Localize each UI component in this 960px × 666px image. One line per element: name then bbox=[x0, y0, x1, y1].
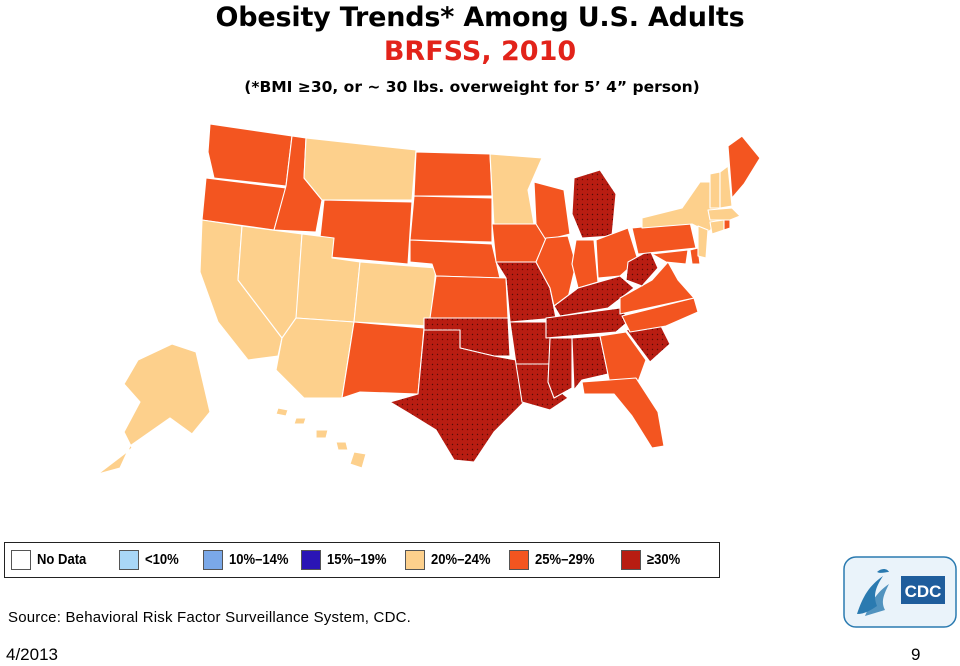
legend-item: 25%–29% bbox=[509, 543, 601, 577]
page-subtitle: BRFSS, 2010 bbox=[383, 36, 577, 67]
state-mn bbox=[489, 153, 543, 227]
state-nm bbox=[341, 321, 425, 399]
state-az bbox=[275, 317, 355, 399]
page-title: Obesity Trends* Among U.S. Adults bbox=[215, 2, 745, 33]
state-me bbox=[727, 135, 761, 199]
state-ks bbox=[429, 275, 509, 319]
state-nj bbox=[697, 225, 709, 259]
state-va bbox=[619, 261, 695, 315]
source-note: Source: Behavioral Risk Factor Surveilla… bbox=[8, 609, 412, 626]
state-ct bbox=[709, 219, 725, 235]
state-ny bbox=[641, 181, 721, 233]
legend-item: 20%–24% bbox=[405, 543, 497, 577]
state-nd bbox=[413, 151, 493, 197]
state-mi bbox=[571, 169, 617, 239]
state-al bbox=[571, 335, 609, 391]
state-nh bbox=[719, 165, 733, 209]
state-wa bbox=[207, 123, 293, 187]
legend-label: ≥30% bbox=[647, 552, 681, 568]
legend-item: ≥30% bbox=[621, 543, 684, 577]
legend-swatch bbox=[621, 550, 641, 570]
legend-item: <10% bbox=[119, 543, 183, 577]
map-legend: No Data <10% 10%–14% 15%–19% 20%–24% 25%–29% ≥… bbox=[4, 542, 720, 578]
legend-swatch bbox=[203, 550, 223, 570]
legend-item: No Data bbox=[11, 543, 92, 577]
state-hi bbox=[275, 407, 367, 469]
state-ga bbox=[599, 331, 647, 385]
footer-date: 4/2013 bbox=[6, 645, 58, 664]
state-in bbox=[571, 239, 599, 289]
state-ma bbox=[707, 207, 741, 221]
legend-label: <10% bbox=[145, 552, 179, 568]
state-mt bbox=[303, 137, 417, 201]
page-number: 9 bbox=[911, 645, 921, 664]
legend-item: 10%–14% bbox=[203, 543, 295, 577]
legend-label: 15%–19% bbox=[327, 552, 387, 568]
state-co bbox=[353, 261, 437, 327]
cdc-logo-text: CDC bbox=[905, 582, 942, 601]
state-tn bbox=[545, 307, 631, 339]
legend-swatch bbox=[405, 550, 425, 570]
hhs-eagle-icon bbox=[857, 569, 889, 616]
state-ri bbox=[723, 219, 731, 231]
state-vt bbox=[709, 171, 721, 209]
legend-swatch bbox=[119, 550, 139, 570]
state-ms bbox=[547, 337, 573, 399]
state-md bbox=[651, 249, 689, 265]
legend-label: 25%–29% bbox=[535, 552, 595, 568]
legend-label: No Data bbox=[37, 552, 87, 568]
state-ak bbox=[97, 343, 211, 475]
legend-label: 10%–14% bbox=[229, 552, 289, 568]
legend-item: 15%–19% bbox=[301, 543, 393, 577]
bmi-note: (*BMI ≥30, or ~ 30 lbs. overweight for 5… bbox=[244, 78, 700, 96]
legend-swatch bbox=[301, 550, 321, 570]
legend-swatch bbox=[11, 550, 31, 570]
legend-swatch bbox=[509, 550, 529, 570]
state-sd bbox=[409, 195, 493, 243]
legend-label: 20%–24% bbox=[431, 552, 491, 568]
us-map bbox=[97, 123, 761, 475]
cdc-logo: CDC bbox=[843, 556, 957, 628]
state-tx bbox=[389, 329, 525, 463]
state-fl bbox=[581, 377, 665, 449]
